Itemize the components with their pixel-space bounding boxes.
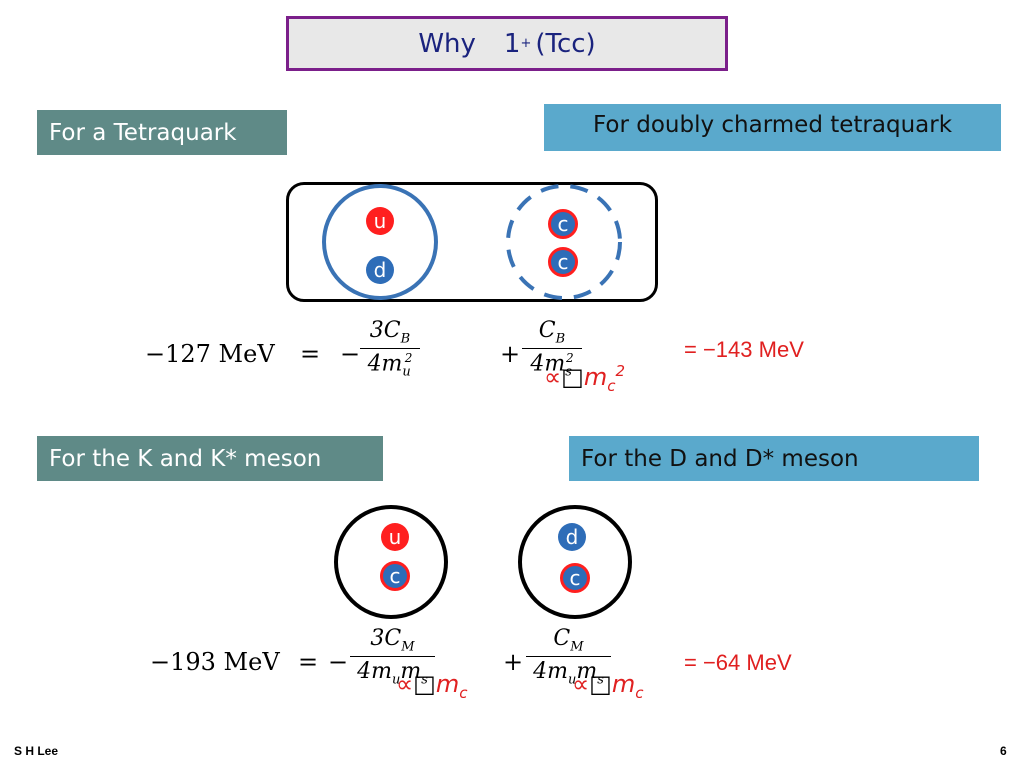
d-quark-c: c xyxy=(560,563,590,593)
eq2-plus: + xyxy=(503,648,524,676)
cc-diquark-ring xyxy=(506,184,622,300)
eq2-equals: = xyxy=(298,648,319,676)
footer-author: S H Lee xyxy=(14,744,59,758)
d-quark-d: d xyxy=(558,523,586,551)
label-doubly-charmed: For doubly charmed tetraquark xyxy=(544,104,1001,151)
eq2-prop1-var: m xyxy=(435,670,460,698)
k-quark-c: c xyxy=(380,561,410,591)
eq1-fraction-2: CB 4ms2 xyxy=(522,318,582,380)
ud-diquark-ring xyxy=(322,184,438,300)
eq1-f1-num-sub: B xyxy=(400,331,411,347)
quark-d: d xyxy=(366,256,394,284)
eq1-prop-sub: c xyxy=(607,376,616,395)
eq2-proportional-2: ∝□mc xyxy=(572,670,643,702)
title-text: Why xyxy=(418,28,476,59)
eq2-prop1-sub: c xyxy=(459,683,468,702)
title-state: (Tcc) xyxy=(535,28,596,59)
eq2-f1-den2-sub: s xyxy=(421,672,428,688)
eq2-f2-den2-sub: s xyxy=(597,672,604,688)
tetraquark-diagram xyxy=(286,182,658,302)
eq1-result: = −143 MeV xyxy=(684,337,804,362)
eq1-minus: − xyxy=(340,340,361,368)
eq2-prop2-var: m xyxy=(611,670,636,698)
eq2-f2-den-sub: u xyxy=(567,672,577,688)
label-d-meson: For the D and D* meson xyxy=(569,436,979,481)
eq1-f2-den: 4m xyxy=(530,351,566,377)
quark-u: u xyxy=(366,207,394,235)
slide-title: Why 1 + (Tcc) xyxy=(286,16,728,71)
eq2-prop1-box: □ xyxy=(413,670,436,698)
eq2-prop2-box: □ xyxy=(589,670,612,698)
tetraquark-rings xyxy=(322,184,622,300)
eq1-f1-num: 3C xyxy=(369,318,401,343)
title-parity: + xyxy=(520,36,532,51)
page-number: 6 xyxy=(1000,744,1007,758)
eq2-f1-den2: m xyxy=(400,659,422,685)
label-k-meson: For the K and K* meson xyxy=(37,436,383,481)
eq2-proportional-1: ∝□mc xyxy=(396,670,467,702)
eq2-f1-den: 4m xyxy=(357,659,392,685)
eq2-f1-num-sub: M xyxy=(401,639,415,655)
quark-c-2: c xyxy=(548,247,578,277)
eq2-f1-num: 3C xyxy=(370,626,402,651)
eq2-prop1-sym: ∝ xyxy=(396,670,414,698)
eq2-f2-num-sub: M xyxy=(570,639,584,655)
eq1-prop-var: m xyxy=(583,363,608,391)
eq1-proportional: ∝□mc2 xyxy=(544,362,625,395)
eq2-minus: − xyxy=(328,648,349,676)
eq1-prop-sym: ∝ xyxy=(544,363,562,391)
eq1-lhs: −127 MeV xyxy=(145,340,275,368)
eq1-fraction-1: 3CB 4mu2 xyxy=(360,318,420,380)
eq2-f2-den2: m xyxy=(576,659,598,685)
meson-rings xyxy=(334,505,632,619)
eq2-fraction-1: 3CM 4mums xyxy=(350,626,435,688)
k-quark-u: u xyxy=(381,523,409,551)
eq1-f1-den-sub: u xyxy=(402,365,411,381)
eq2-prop2-sub: c xyxy=(635,683,644,702)
eq1-f2-num-sub: B xyxy=(555,331,566,347)
eq1-equals: = xyxy=(300,340,321,368)
eq1-f2-num: C xyxy=(538,318,556,343)
eq2-fraction-2: CM 4mums xyxy=(526,626,611,688)
eq1-f2-den-sup: 2 xyxy=(565,351,574,366)
eq2-f2-num: C xyxy=(553,626,571,651)
d-meson-ring xyxy=(518,505,632,619)
label-tetraquark: For a Tetraquark xyxy=(37,110,287,155)
title-spin: 1 xyxy=(503,28,521,59)
eq1-prop-sup: 2 xyxy=(615,362,626,380)
eq2-f2-den: 4m xyxy=(533,659,568,685)
quark-c-1: c xyxy=(548,209,578,239)
eq1-f1-den-sup: 2 xyxy=(404,351,413,366)
eq1-prop-box: □ xyxy=(561,363,584,391)
eq2-f1-den-sub: u xyxy=(391,672,401,688)
eq1-plus: + xyxy=(500,340,521,368)
eq2-lhs: −193 MeV xyxy=(150,648,280,676)
eq1-f1-den: 4m xyxy=(367,351,403,377)
eq2-prop2-sym: ∝ xyxy=(572,670,590,698)
eq2-result: = −64 MeV xyxy=(684,650,792,675)
k-meson-ring xyxy=(334,505,448,619)
eq1-f2-den-sub: s xyxy=(565,365,572,381)
